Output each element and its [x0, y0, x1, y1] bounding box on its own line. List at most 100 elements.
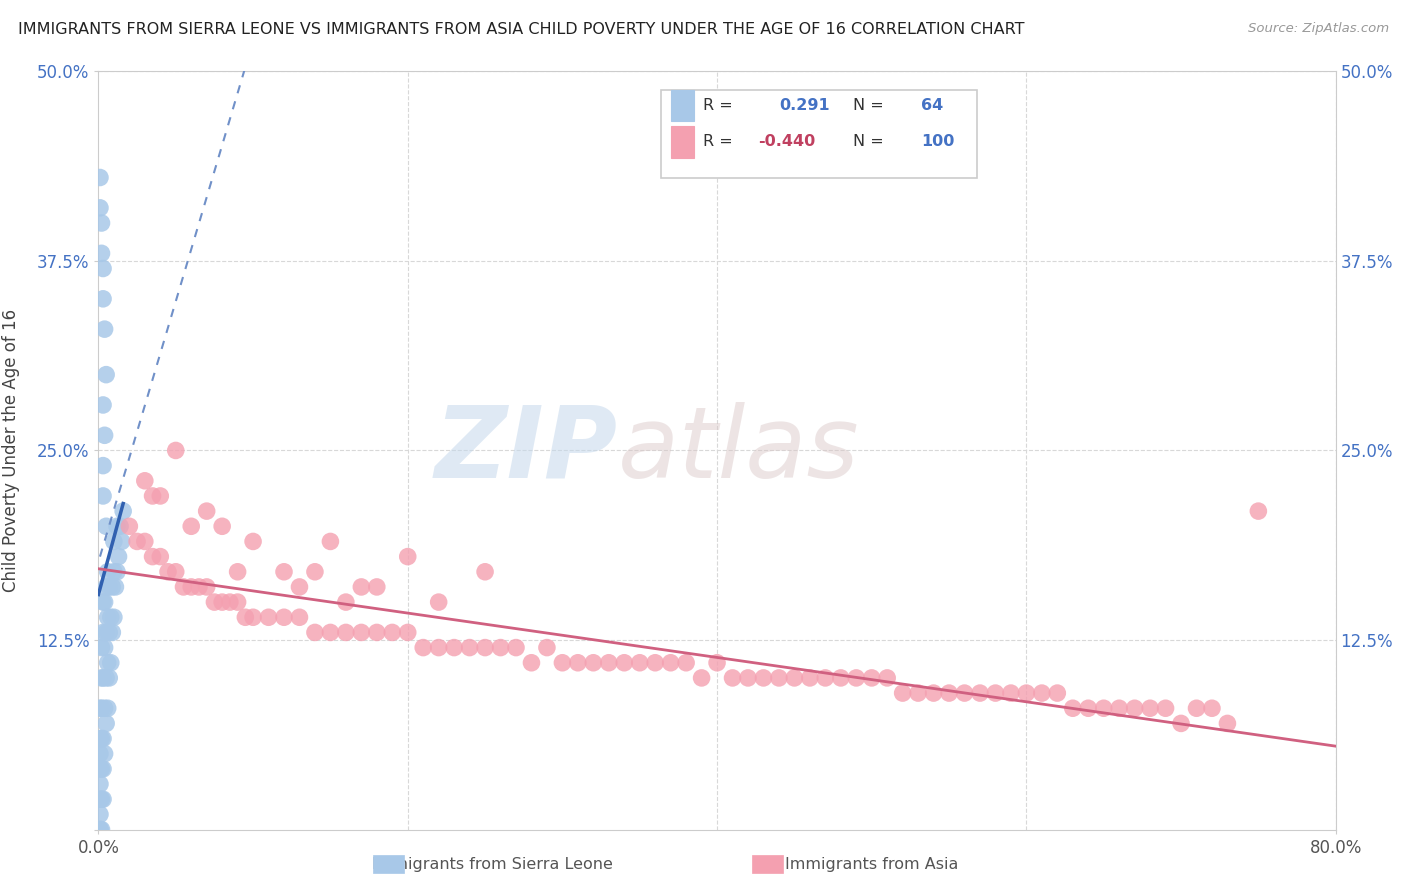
Point: [567, 656, 589, 670]
Point: [204, 595, 226, 609]
Point: [536, 640, 558, 655]
Point: [90, 731, 112, 746]
Point: [105, 565, 128, 579]
Point: [97, 656, 120, 670]
Point: [90, 792, 112, 806]
Point: [219, 595, 242, 609]
Point: [89, 201, 111, 215]
Point: [108, 519, 131, 533]
Point: [134, 534, 156, 549]
Point: [90, 640, 112, 655]
Point: [91, 762, 114, 776]
Point: [319, 625, 342, 640]
Point: [582, 656, 605, 670]
Point: [93, 747, 115, 761]
Point: [101, 625, 124, 640]
Point: [1216, 716, 1239, 731]
Point: [474, 640, 496, 655]
Point: [211, 519, 233, 533]
Text: -0.440: -0.440: [758, 135, 815, 149]
Point: [103, 565, 125, 579]
Point: [93, 322, 115, 336]
Point: [90, 762, 112, 776]
Point: [89, 701, 111, 715]
Point: [141, 489, 165, 503]
Point: [96, 580, 118, 594]
Point: [96, 671, 118, 685]
Point: [257, 610, 280, 624]
Text: 100: 100: [921, 135, 955, 149]
Point: [112, 504, 135, 518]
Point: [752, 671, 775, 685]
Point: [91, 671, 114, 685]
Text: ZIP: ZIP: [434, 402, 619, 499]
Point: [721, 671, 744, 685]
Point: [98, 671, 121, 685]
Point: [89, 777, 111, 791]
Point: [96, 625, 118, 640]
Bar: [671, 126, 693, 158]
Point: [141, 549, 165, 564]
Point: [737, 671, 759, 685]
Point: [1201, 701, 1223, 715]
Point: [89, 822, 111, 837]
Point: [90, 246, 112, 260]
Point: [101, 580, 124, 594]
Point: [93, 701, 115, 715]
Point: [89, 731, 111, 746]
Text: R =: R =: [703, 98, 733, 113]
Point: [180, 519, 202, 533]
Text: 0.291: 0.291: [779, 98, 830, 113]
Point: [1247, 504, 1270, 518]
Point: [100, 610, 122, 624]
Point: [97, 701, 120, 715]
Point: [91, 625, 114, 640]
Point: [830, 671, 852, 685]
Point: [443, 640, 465, 655]
Point: [127, 534, 149, 549]
Point: [551, 656, 574, 670]
Point: [350, 580, 373, 594]
Text: Immigrants from Asia: Immigrants from Asia: [785, 857, 959, 872]
Point: [242, 610, 264, 624]
Point: [89, 170, 111, 185]
Point: [96, 716, 118, 731]
Point: [1170, 716, 1192, 731]
Point: [89, 822, 111, 837]
Point: [91, 489, 114, 503]
Point: [89, 807, 111, 822]
Point: [381, 625, 404, 640]
Point: [690, 671, 713, 685]
Point: [489, 640, 512, 655]
Point: [366, 625, 388, 640]
Point: [91, 292, 114, 306]
Point: [335, 595, 357, 609]
Point: [628, 656, 651, 670]
Point: [96, 368, 118, 382]
Point: [427, 640, 450, 655]
Point: [1077, 701, 1099, 715]
Point: [1154, 701, 1177, 715]
Point: [288, 610, 311, 624]
Point: [104, 580, 127, 594]
Point: [1031, 686, 1053, 700]
Point: [1185, 701, 1208, 715]
Point: [100, 656, 122, 670]
Point: [659, 656, 682, 670]
Point: [458, 640, 481, 655]
Point: [706, 656, 728, 670]
Text: IMMIGRANTS FROM SIERRA LEONE VS IMMIGRANTS FROM ASIA CHILD POVERTY UNDER THE AGE: IMMIGRANTS FROM SIERRA LEONE VS IMMIGRAN…: [18, 22, 1025, 37]
Point: [1139, 701, 1161, 715]
Point: [90, 216, 112, 230]
Point: [366, 580, 388, 594]
Point: [288, 580, 311, 594]
Point: [91, 398, 114, 412]
Point: [91, 595, 114, 609]
Point: [233, 610, 257, 624]
Point: [91, 261, 114, 276]
Point: [93, 595, 115, 609]
Point: [953, 686, 976, 700]
Point: [91, 458, 114, 473]
Point: [165, 443, 187, 458]
Point: [97, 610, 120, 624]
